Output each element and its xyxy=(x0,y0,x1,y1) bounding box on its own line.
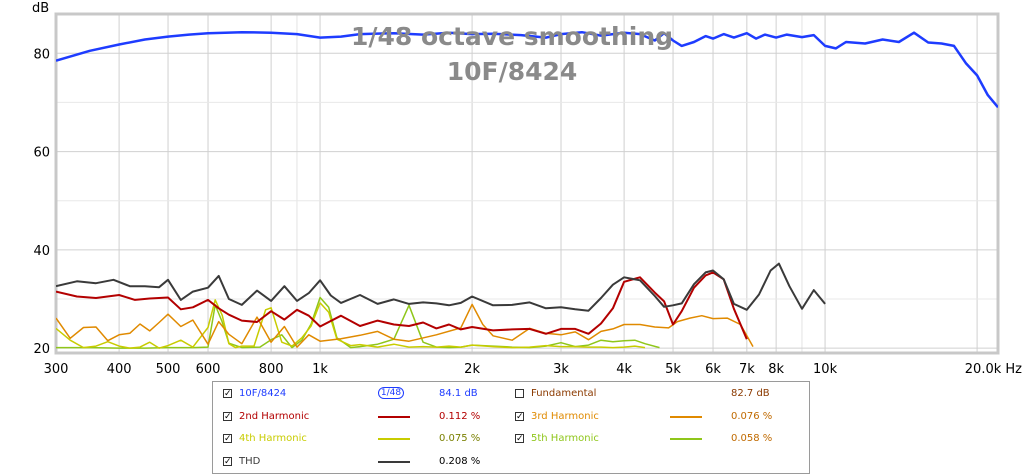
x-tick-label: 5k xyxy=(665,362,681,377)
legend-label: 2nd Harmonic xyxy=(239,410,310,422)
legend-swatch xyxy=(670,415,702,418)
legend-value: 0.076 % xyxy=(731,410,773,422)
x-tick-label: 10k xyxy=(813,362,838,377)
legend-label: THD xyxy=(239,455,261,467)
legend-value: 82.7 dB xyxy=(731,388,770,399)
legend-checkbox[interactable]: ✓ xyxy=(223,433,232,443)
legend-label: Fundamental xyxy=(531,388,597,399)
legend-value: 0.075 % xyxy=(439,433,481,444)
grid-lines xyxy=(56,14,998,353)
y-axis-label: dB xyxy=(32,1,49,16)
y-tick-label: 20 xyxy=(33,342,50,357)
legend-swatch xyxy=(670,438,702,440)
legend-checkbox[interactable]: ✓ xyxy=(223,410,232,421)
y-tick-label: 80 xyxy=(33,47,50,62)
x-tick-label: 3k xyxy=(553,362,569,377)
legend-checkbox[interactable]: ✓ xyxy=(515,433,524,443)
chart-title: 1/48 octave smoothing xyxy=(351,22,673,51)
x-tick-label: 2k xyxy=(464,362,480,377)
y-tick-label: 60 xyxy=(33,146,50,161)
x-tick-label: 8k xyxy=(768,362,784,377)
legend-label: 5th Harmonic xyxy=(531,433,599,444)
plot-area xyxy=(56,14,998,353)
x-tick-label: 4k xyxy=(616,362,632,377)
x-tick-label: 6k xyxy=(705,362,721,377)
legend-checkbox[interactable]: ✓ xyxy=(223,388,232,398)
legend-label: 4th Harmonic xyxy=(239,433,307,444)
plot-frame xyxy=(54,12,1000,355)
x-tick-label: 20.0k Hz xyxy=(965,362,1022,377)
legend-value: 0.208 % xyxy=(439,455,481,467)
series-lines xyxy=(56,30,998,349)
legend-value: 0.058 % xyxy=(731,433,773,444)
legend-swatch xyxy=(378,460,410,463)
smoothing-button[interactable]: 1/48 xyxy=(378,387,404,399)
x-tick-labels: 300 400 500 600 800 1k 2k 3k 4k 5k 6k 7k 8k 10k 20.0k … xyxy=(44,362,1023,377)
legend-checkbox[interactable] xyxy=(515,389,524,398)
x-tick-label: 300 xyxy=(44,362,69,377)
x-tick-label: 600 xyxy=(196,362,221,377)
x-tick-label: 500 xyxy=(156,362,181,377)
x-tick-label: 7k xyxy=(739,362,755,377)
frequency-response-chart: dB 20 40 60 80 300 400 500 600 800 1k 2k 3k 4k 5k 6k 7… xyxy=(32,1,1023,377)
x-tick-label: 1k xyxy=(312,362,328,377)
legend-value: 84.1 dB xyxy=(439,388,478,399)
series-line-3rd-harmonic xyxy=(56,303,754,348)
series-line-10f-8424 xyxy=(56,30,998,109)
legend-checkbox[interactable]: ✓ xyxy=(515,410,524,421)
legend-panel: ✓ 10F/8424 1/48 84.1 dB Fundamental 82.7 dB ✓ 2… xyxy=(212,381,810,474)
series-line-4th-harmonic xyxy=(56,299,646,349)
legend-swatch xyxy=(378,415,410,418)
legend-label: 3rd Harmonic xyxy=(531,410,599,422)
x-tick-label: 800 xyxy=(259,362,284,377)
y-tick-label: 40 xyxy=(33,244,50,259)
series-line-thd xyxy=(56,262,826,312)
legend-value: 0.112 % xyxy=(439,410,481,422)
y-tick-labels: 20 40 60 80 xyxy=(33,47,50,357)
legend-swatch xyxy=(378,438,410,440)
series-line-2nd-harmonic xyxy=(56,271,748,340)
x-tick-label: 400 xyxy=(107,362,132,377)
legend-checkbox[interactable]: ✓ xyxy=(223,455,232,466)
chart-subtitle: 10F/8424 xyxy=(447,57,578,86)
legend-label: 10F/8424 xyxy=(239,388,287,399)
